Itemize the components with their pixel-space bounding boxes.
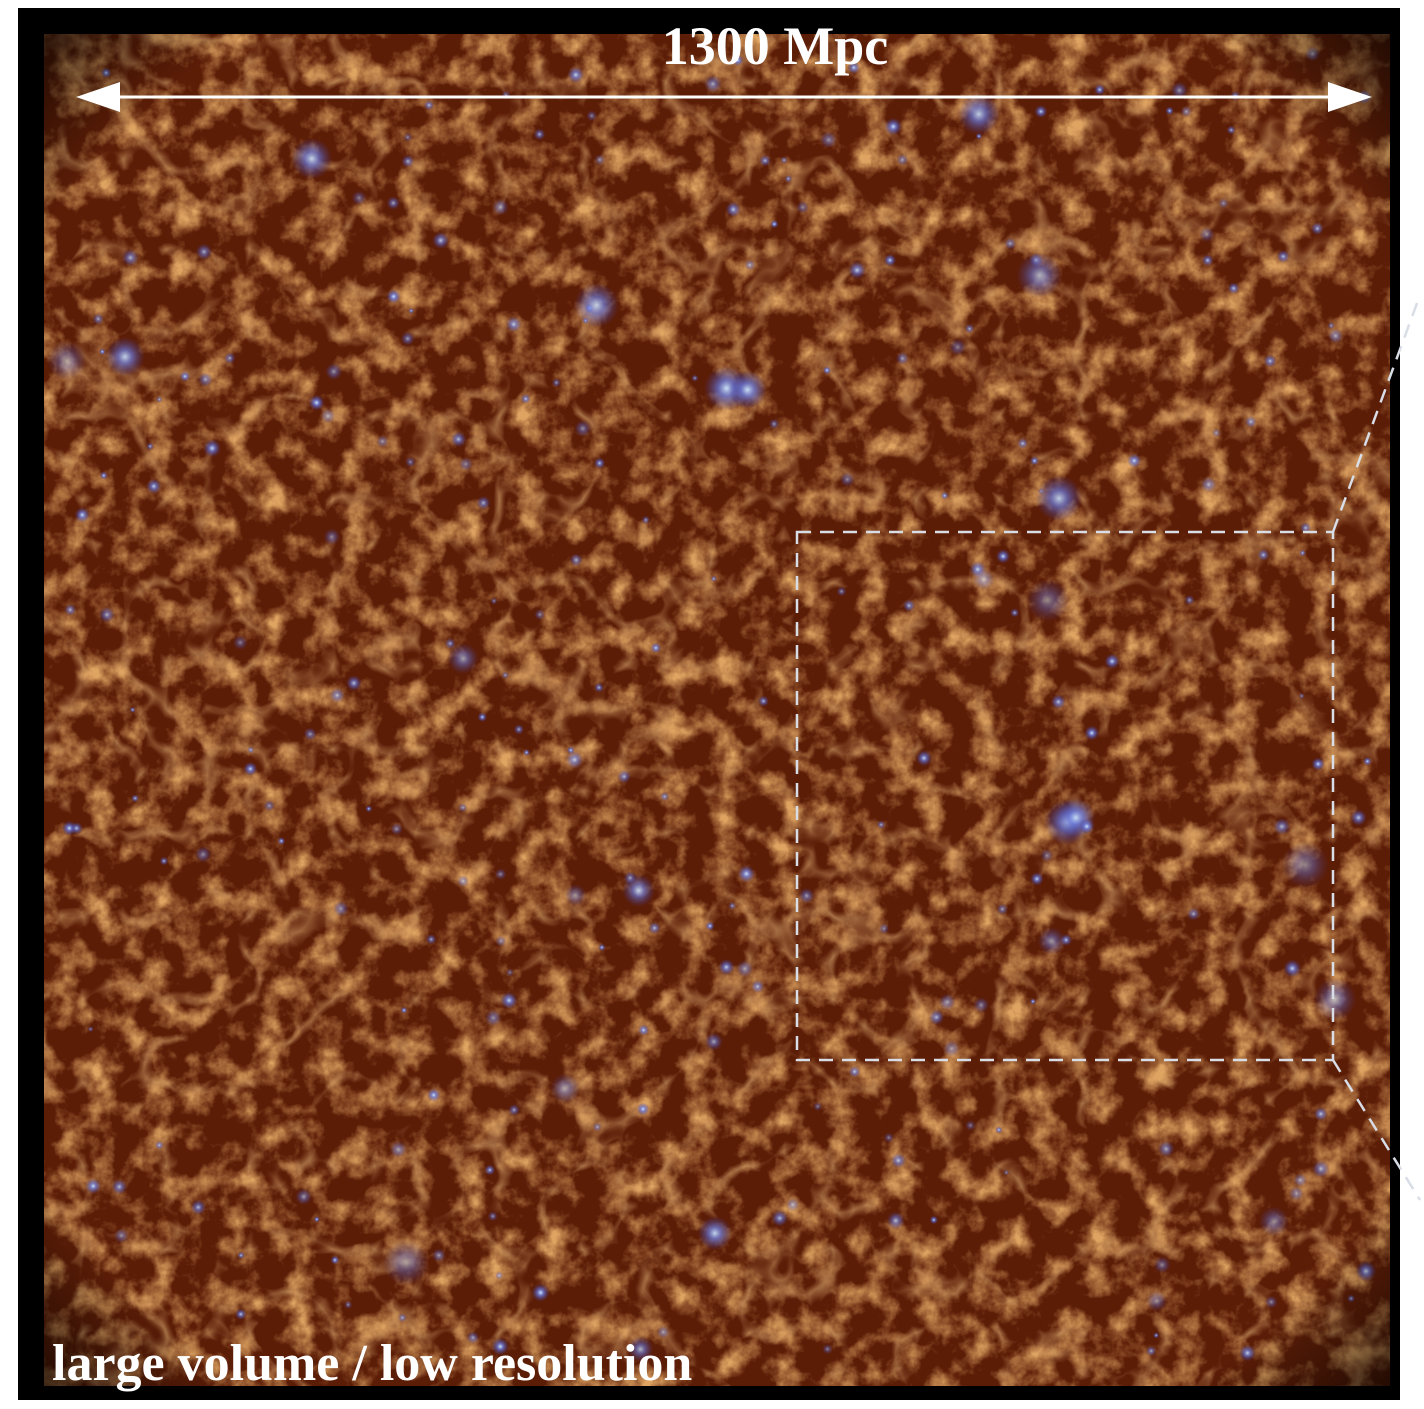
- caption: large volume / low resolution: [52, 1335, 692, 1392]
- page: {"scale_label": "1300 Mpc", "caption": "…: [0, 0, 1424, 1409]
- simulation-figure: 1300 Mpc large volume / low resolution: [0, 0, 1424, 1409]
- scale-label: 1300 Mpc: [662, 16, 888, 76]
- edge-vignette: [44, 34, 1390, 1386]
